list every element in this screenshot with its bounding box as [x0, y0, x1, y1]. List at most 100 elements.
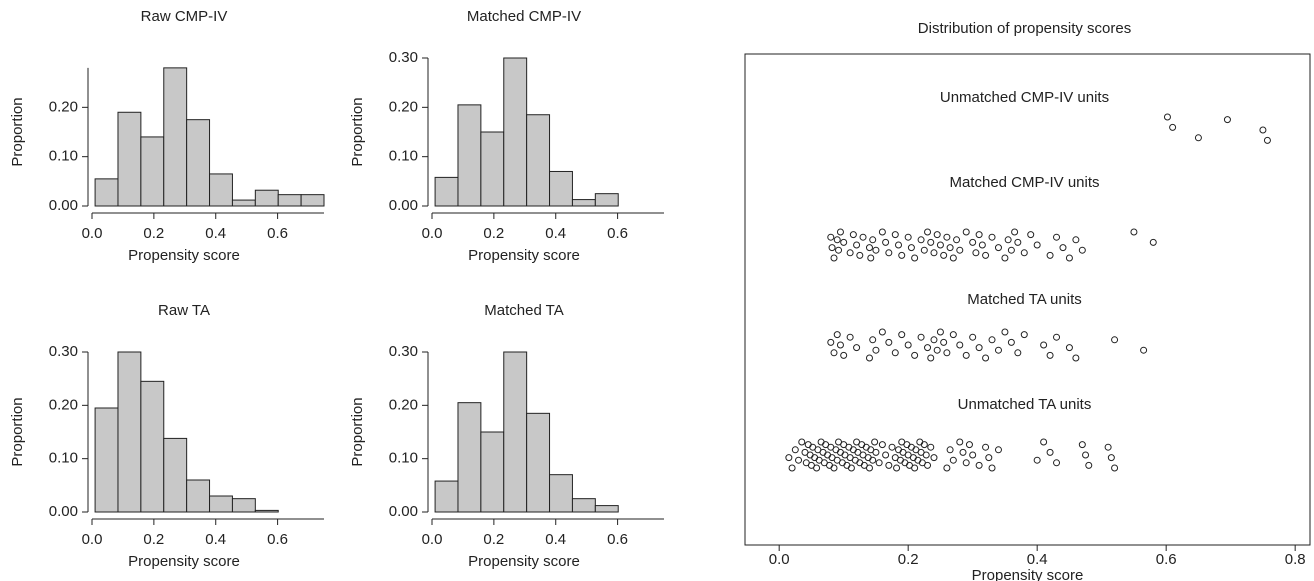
bar — [480, 131, 505, 207]
bar — [594, 505, 619, 513]
point — [836, 341, 844, 349]
point — [1194, 134, 1202, 142]
x-tick-label: 0.4 — [545, 531, 566, 548]
point — [978, 241, 986, 249]
y-axis-label: Proportion — [9, 97, 26, 166]
point — [930, 454, 938, 462]
point — [1007, 246, 1015, 254]
x-tick-label: 0.6 — [1156, 551, 1177, 568]
point — [895, 241, 903, 249]
point — [835, 246, 843, 254]
point — [869, 236, 877, 244]
point — [878, 328, 886, 336]
point — [811, 454, 819, 462]
point — [1072, 236, 1080, 244]
point — [893, 464, 901, 472]
point — [827, 233, 835, 241]
point — [898, 331, 906, 339]
point — [916, 438, 924, 446]
point — [882, 238, 890, 246]
point — [969, 238, 977, 246]
point — [1259, 126, 1267, 134]
point — [962, 228, 970, 236]
point — [1065, 254, 1073, 262]
point — [1053, 333, 1061, 341]
x-tick-label: 0.2 — [483, 531, 504, 548]
point — [1085, 461, 1093, 469]
point — [817, 438, 825, 446]
point — [917, 236, 925, 244]
point — [1001, 254, 1009, 262]
y-axis-label: Proportion — [349, 97, 366, 166]
point — [1011, 228, 1019, 236]
bar — [571, 199, 596, 207]
point — [828, 244, 836, 252]
point — [898, 251, 906, 259]
point — [965, 441, 973, 449]
x-tick-label: 0.0 — [82, 225, 103, 242]
x-axis-label: Propensity score — [128, 247, 240, 264]
point — [985, 454, 993, 462]
point — [969, 333, 977, 341]
group-label: Matched CMP-IV units — [949, 174, 1099, 191]
point — [795, 456, 803, 464]
point — [1263, 136, 1271, 144]
point — [798, 438, 806, 446]
point — [933, 346, 941, 354]
point — [927, 443, 935, 451]
point — [847, 464, 855, 472]
point — [875, 459, 883, 467]
point — [872, 448, 880, 456]
point — [843, 461, 851, 469]
point — [946, 244, 954, 252]
x-tick-label: 0.2 — [143, 225, 164, 242]
point — [946, 446, 954, 454]
point — [1033, 456, 1041, 464]
point — [867, 254, 875, 262]
point — [846, 249, 854, 257]
point — [927, 238, 935, 246]
point — [994, 346, 1002, 354]
point — [988, 336, 996, 344]
point — [975, 344, 983, 352]
point — [982, 354, 990, 362]
point — [895, 446, 903, 454]
point — [836, 228, 844, 236]
point — [943, 349, 951, 357]
y-tick-label: 0.20 — [49, 98, 78, 115]
point — [924, 228, 932, 236]
point — [1020, 249, 1028, 257]
point — [865, 354, 873, 362]
point — [959, 448, 967, 456]
point — [911, 254, 919, 262]
panel-title: Raw CMP-IV — [141, 8, 228, 25]
bar — [457, 402, 482, 513]
point — [975, 231, 983, 239]
x-axis-label: Propensity score — [128, 553, 240, 570]
x-tick-label: 0.0 — [422, 531, 443, 548]
point — [830, 254, 838, 262]
bar — [117, 111, 142, 207]
y-tick-label: 0.00 — [49, 197, 78, 214]
point — [994, 244, 1002, 252]
point — [859, 233, 867, 241]
point — [840, 238, 848, 246]
point — [896, 456, 904, 464]
point — [943, 464, 951, 472]
point — [806, 451, 814, 459]
bar — [277, 194, 302, 207]
point — [988, 233, 996, 241]
point — [891, 231, 899, 239]
point — [1033, 241, 1041, 249]
point — [1149, 238, 1157, 246]
bar — [594, 193, 619, 207]
y-tick-label: 0.00 — [389, 197, 418, 214]
x-tick-label: 0.2 — [143, 531, 164, 548]
point — [922, 451, 930, 459]
point — [1007, 338, 1015, 346]
point — [785, 454, 793, 462]
point — [962, 351, 970, 359]
panel-title: Matched TA — [484, 302, 563, 319]
y-tick-label: 0.00 — [49, 503, 78, 520]
y-tick-label: 0.20 — [389, 396, 418, 413]
